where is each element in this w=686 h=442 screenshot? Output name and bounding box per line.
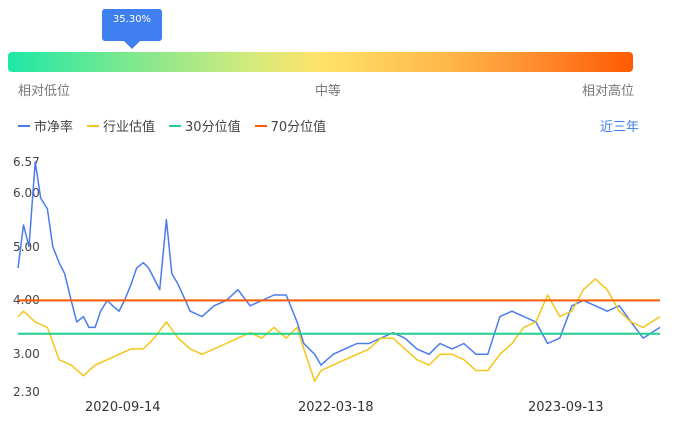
legend-item-p70[interactable]: 70分位值 — [254, 116, 327, 135]
scale-high-label: 相对高位 — [582, 84, 635, 99]
legend-swatch — [169, 124, 182, 127]
x-tick-label: 2022-03-18 — [298, 400, 374, 415]
legend-item-p30[interactable]: 30分位值 — [169, 116, 241, 135]
legend-swatch — [87, 124, 100, 127]
legend-item-industry[interactable]: 行业估值 — [87, 116, 155, 135]
legend-label: 行业估值 — [103, 120, 156, 135]
percentile-tooltip: 35.30% — [102, 9, 162, 49]
legend-swatch — [18, 124, 30, 127]
scale-low-label: 相对低位 — [18, 84, 71, 99]
y-tick-label: 3.00 — [13, 347, 40, 361]
range-selector-button[interactable]: 近三年 — [600, 120, 640, 135]
y-tick-label: 2.30 — [13, 385, 40, 399]
scale-mid-label: 中等 — [315, 84, 342, 99]
legend-swatch — [254, 124, 267, 127]
y-tick-label: 6.57 — [13, 155, 40, 169]
x-tick-label: 2020-09-14 — [85, 400, 161, 415]
legend-label: 70分位值 — [270, 120, 327, 135]
series-line-1 — [17, 278, 661, 382]
legend-item-pb[interactable]: 市净率 — [18, 116, 73, 135]
valuation-gradient-bar — [8, 52, 633, 72]
legend-label: 30分位值 — [185, 120, 241, 135]
percentile-value: 35.30% — [112, 14, 152, 25]
chart-legend: 市净率 行业估值 30分位值 70分位值 — [18, 116, 326, 135]
x-tick-label: 2023-09-13 — [528, 400, 604, 415]
legend-label: 市净率 — [34, 120, 74, 135]
